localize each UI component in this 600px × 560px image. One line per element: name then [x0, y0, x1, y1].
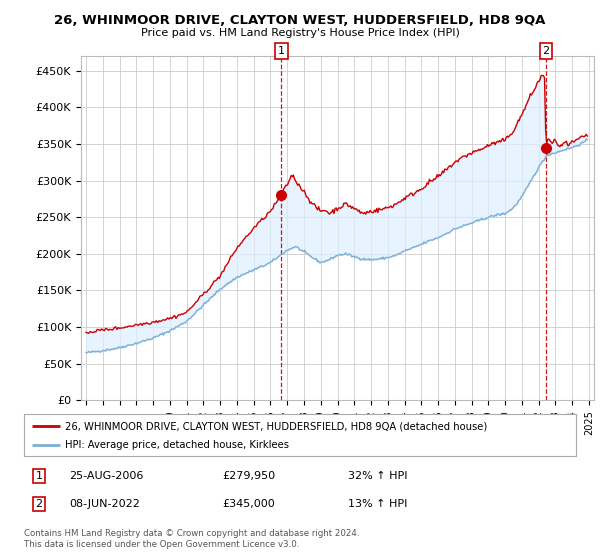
Text: 26, WHINMOOR DRIVE, CLAYTON WEST, HUDDERSFIELD, HD8 9QA: 26, WHINMOOR DRIVE, CLAYTON WEST, HUDDER…	[55, 14, 545, 27]
Text: HPI: Average price, detached house, Kirklees: HPI: Average price, detached house, Kirk…	[65, 440, 289, 450]
Text: 13% ↑ HPI: 13% ↑ HPI	[348, 499, 407, 509]
Text: Price paid vs. HM Land Registry's House Price Index (HPI): Price paid vs. HM Land Registry's House …	[140, 28, 460, 38]
Text: 2: 2	[35, 499, 43, 509]
Text: 25-AUG-2006: 25-AUG-2006	[69, 471, 143, 481]
Text: 32% ↑ HPI: 32% ↑ HPI	[348, 471, 407, 481]
Text: Contains HM Land Registry data © Crown copyright and database right 2024.
This d: Contains HM Land Registry data © Crown c…	[24, 529, 359, 549]
Text: 2: 2	[542, 46, 550, 56]
Text: £345,000: £345,000	[222, 499, 275, 509]
Text: 1: 1	[278, 46, 285, 56]
Text: 1: 1	[35, 471, 43, 481]
Text: £279,950: £279,950	[222, 471, 275, 481]
Text: 26, WHINMOOR DRIVE, CLAYTON WEST, HUDDERSFIELD, HD8 9QA (detached house): 26, WHINMOOR DRIVE, CLAYTON WEST, HUDDER…	[65, 421, 488, 431]
Text: 08-JUN-2022: 08-JUN-2022	[69, 499, 140, 509]
